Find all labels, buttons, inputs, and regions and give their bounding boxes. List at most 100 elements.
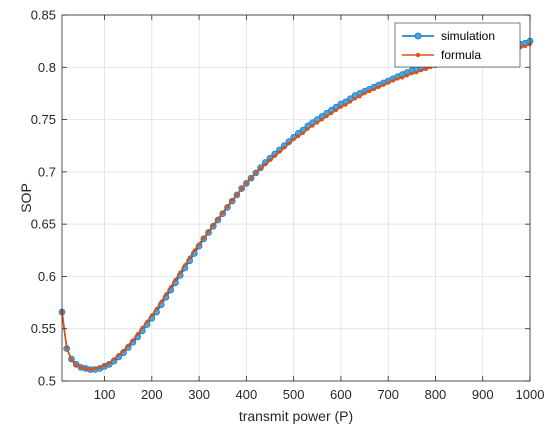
legend-formula-marker xyxy=(415,52,421,58)
y-tick-label: 0.75 xyxy=(31,112,56,127)
formula-point xyxy=(239,186,244,191)
legend: simulation formula xyxy=(394,22,521,68)
formula-point xyxy=(244,181,249,186)
formula-point xyxy=(353,96,357,101)
legend-simulation-label: simulation xyxy=(441,29,495,43)
y-tick-label: 0.7 xyxy=(38,164,56,179)
y-tick-label: 0.6 xyxy=(38,269,56,284)
axis-ticks: 100 200 300 400 500 600 700 800 900 1000 0.5 0.55 0.… xyxy=(31,8,545,403)
formula-point xyxy=(164,292,168,297)
formula-point xyxy=(320,117,324,122)
y-tick-label: 0.85 xyxy=(31,8,56,23)
formula-point xyxy=(150,313,154,317)
formula-point xyxy=(372,87,376,92)
formula-point xyxy=(395,76,400,81)
formula-point xyxy=(268,158,272,163)
formula-point xyxy=(391,79,395,83)
formula-point xyxy=(324,114,329,119)
formula-point xyxy=(287,141,291,146)
formula-point xyxy=(362,91,367,96)
formula-point xyxy=(405,73,409,78)
formula-point xyxy=(291,137,296,142)
formula-point xyxy=(173,277,178,282)
formula-point xyxy=(424,67,428,72)
formula-point xyxy=(258,166,263,171)
formula-point xyxy=(216,217,220,221)
formula-point xyxy=(376,85,381,89)
x-tick-label: 300 xyxy=(188,387,210,402)
x-tick-label: 500 xyxy=(283,387,305,402)
legend-formula-label: formula xyxy=(441,48,481,62)
x-tick-label: 600 xyxy=(330,387,352,402)
formula-point xyxy=(159,299,164,304)
plot-frame xyxy=(61,14,531,382)
formula-point xyxy=(93,366,97,371)
formula-point xyxy=(192,248,197,253)
y-axis-label: SOP xyxy=(18,183,34,213)
formula-point xyxy=(315,120,320,125)
formula-point xyxy=(88,367,93,372)
formula-point xyxy=(225,204,230,209)
y-tick-label: 0.65 xyxy=(31,217,56,232)
formula-point xyxy=(187,255,192,260)
x-tick-label: 400 xyxy=(236,387,258,402)
formula-point xyxy=(131,338,135,343)
formula-point xyxy=(197,242,201,246)
formula-point xyxy=(211,223,216,227)
formula-point xyxy=(121,348,126,353)
formula-point xyxy=(329,111,334,116)
formula-point xyxy=(135,332,140,336)
formula-point xyxy=(263,162,268,167)
formula-point xyxy=(102,363,107,368)
legend-box xyxy=(394,22,521,68)
y-tick-label: 0.5 xyxy=(38,374,56,389)
formula-point xyxy=(154,307,159,311)
formula-point xyxy=(400,75,405,80)
x-tick-label: 700 xyxy=(377,387,399,402)
formula-point xyxy=(348,99,353,104)
formula-point xyxy=(301,131,305,135)
formula-point xyxy=(410,71,414,76)
x-tick-label: 100 xyxy=(94,387,116,402)
formula-point xyxy=(206,229,211,234)
formula-point xyxy=(249,176,253,180)
formula-point xyxy=(414,70,419,75)
formula-point xyxy=(126,343,130,348)
plot-area xyxy=(62,15,530,381)
formula-point xyxy=(79,365,83,370)
formula-point xyxy=(254,171,258,175)
formula-point xyxy=(178,270,182,275)
x-axis-label: transmit power (P) xyxy=(239,408,353,424)
formula-point xyxy=(367,89,372,94)
formula-point xyxy=(306,127,310,131)
formula-point xyxy=(116,353,121,357)
formula-point xyxy=(202,235,206,240)
formula-point xyxy=(140,325,145,330)
formula-point xyxy=(168,285,173,289)
formula-point xyxy=(339,105,343,109)
formula-point xyxy=(386,81,390,85)
formula-point xyxy=(272,154,277,158)
formula-point xyxy=(112,357,116,361)
formula-point xyxy=(107,361,112,366)
formula-point xyxy=(220,210,225,215)
x-tick-label: 1000 xyxy=(516,387,545,402)
formula-point xyxy=(282,146,286,150)
formula-point xyxy=(145,319,149,324)
y-tick-label: 0.8 xyxy=(38,60,56,75)
formula-point xyxy=(381,83,386,87)
legend-simulation-marker xyxy=(414,32,422,40)
x-tick-label: 800 xyxy=(425,387,447,402)
formula-point xyxy=(419,68,424,73)
formula-point xyxy=(74,363,78,368)
formula-point xyxy=(296,134,301,139)
formula-point xyxy=(230,198,234,202)
formula-point xyxy=(523,44,528,49)
formula-point xyxy=(98,365,102,370)
x-tick-label: 900 xyxy=(472,387,494,402)
y-tick-label: 0.55 xyxy=(31,321,56,336)
formula-point xyxy=(277,150,282,154)
formula-point xyxy=(183,263,187,267)
formula-point xyxy=(310,124,315,128)
formula-point xyxy=(83,366,88,371)
